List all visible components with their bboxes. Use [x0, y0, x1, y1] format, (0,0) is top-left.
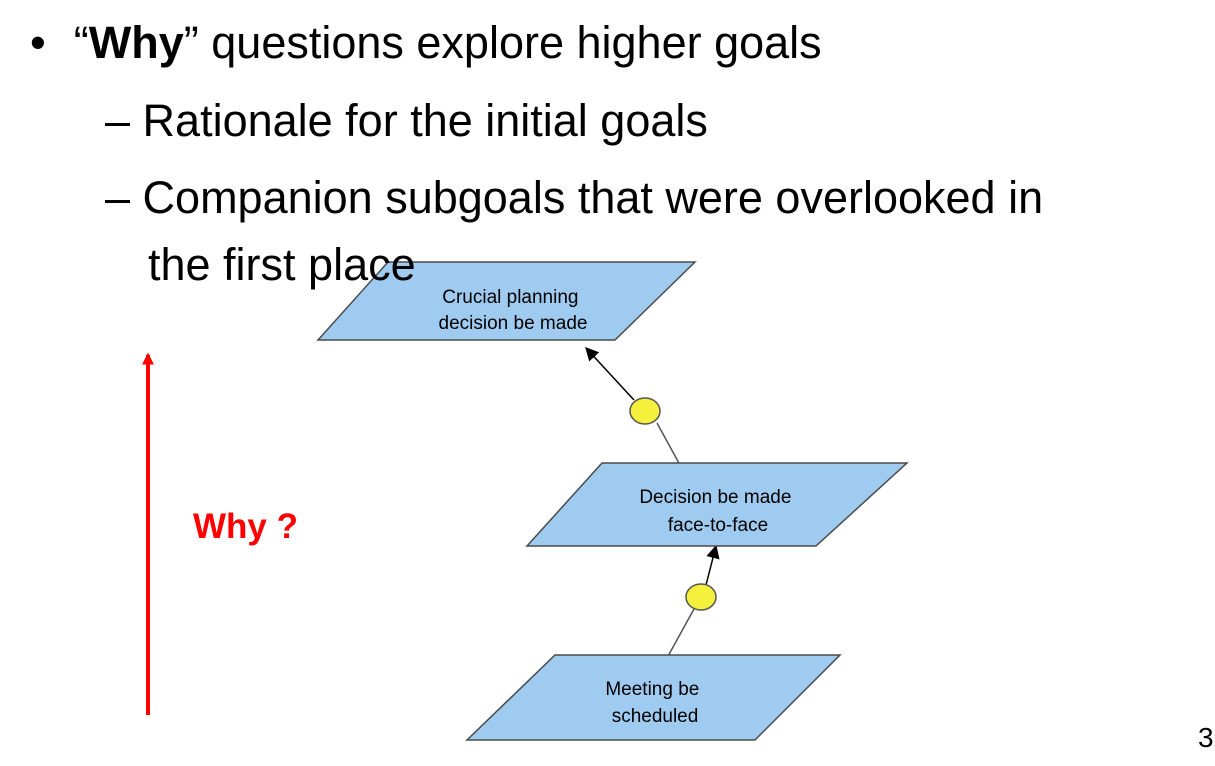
- contribution-circle-upper: [629, 397, 661, 425]
- svg-text:Meeting be scheduled: Meeting be scheduled: [605, 679, 704, 727]
- goal-face-shape: [525, 462, 909, 547]
- goal-crucial-planning: Crucial planning decision be made: [316, 261, 697, 341]
- open-quote: “: [73, 17, 89, 68]
- sub-bullet-companion: – Companion subgoals that were overlooke…: [105, 175, 1043, 220]
- sub-bullet-marker: –: [105, 95, 131, 146]
- bullet-marker: •: [30, 17, 46, 68]
- link-face-to-circle: [656, 422, 681, 466]
- link-circle-to-face: [705, 544, 720, 586]
- link-meeting-to-circle: [666, 608, 695, 659]
- svg-text:Crucial planning decis: Crucial planning decision be made: [439, 287, 588, 334]
- goal-meeting-shape: [465, 654, 842, 741]
- link-circle-to-crucial: [585, 347, 635, 401]
- contribution-circle-lower: [685, 583, 717, 611]
- bullet-main-text: questions explore higher goals: [198, 17, 822, 68]
- goal-meeting-scheduled: Meeting be scheduled: [465, 654, 842, 741]
- close-quote: ”: [183, 17, 199, 68]
- goal-meeting-line-2: scheduled: [612, 706, 699, 727]
- goal-meeting-line-1: Meeting be: [605, 679, 699, 700]
- why-emphasis: Why: [88, 17, 184, 68]
- goal-face-line-2: face-to-face: [668, 515, 768, 536]
- sub-bullet-rationale: – Rationale for the initial goals: [105, 98, 708, 143]
- sub-bullet-text: Companion subgoals that were overlooked …: [142, 172, 1044, 223]
- goal-face-to-face: Decision be made face-to-face: [525, 462, 909, 547]
- bullet-why-questions: • “Why” questions explore higher goals: [30, 20, 822, 65]
- why-label: Why ?: [193, 507, 298, 546]
- goal-face-line-1: Decision be made: [639, 487, 791, 508]
- sub-bullet-marker: –: [105, 172, 131, 223]
- goal-crucial-shape: [316, 261, 697, 341]
- goal-crucial-line-2: decision be made: [439, 313, 588, 334]
- goal-crucial-line-1: Crucial planning: [442, 287, 578, 308]
- sub-bullet-text-continued: the first place: [148, 239, 416, 290]
- sub-bullet-companion-continued: the first place: [148, 242, 416, 287]
- page-number: 3: [1198, 722, 1214, 753]
- svg-text:Decision be made face-: Decision be made face-to-face: [639, 487, 796, 536]
- sub-bullet-text: Rationale for the initial goals: [142, 95, 708, 146]
